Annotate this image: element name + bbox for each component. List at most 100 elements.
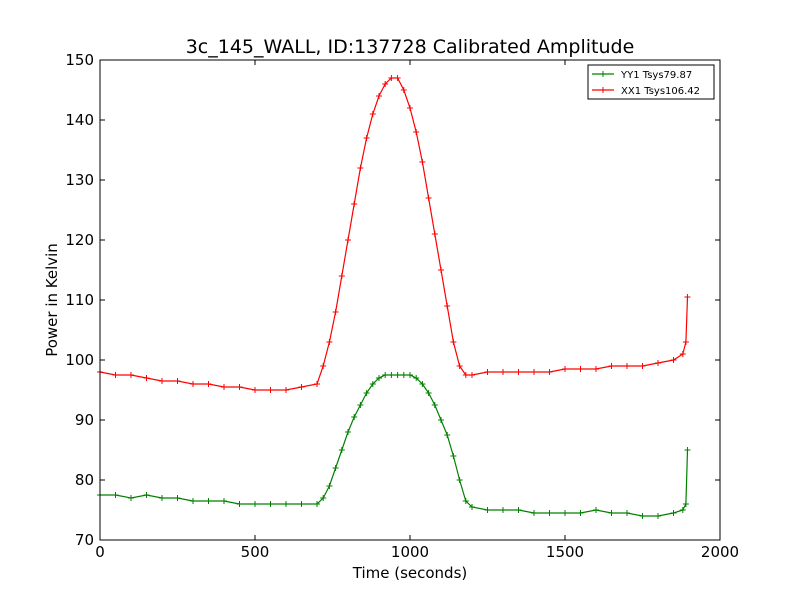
y-axis-label: Power in Kelvin	[43, 243, 61, 357]
series-0-point	[624, 510, 630, 516]
series-1-point	[283, 387, 289, 393]
series-1-point	[670, 357, 677, 363]
series-1-point	[624, 363, 630, 369]
series-0-point	[376, 375, 382, 381]
series-0-point	[639, 513, 646, 519]
y-tick-label: 90	[75, 411, 94, 429]
y-tick-label: 80	[75, 471, 94, 489]
series-1-point	[394, 75, 401, 81]
series-0-point	[221, 498, 227, 504]
series-0-point	[174, 495, 181, 501]
series-0-point	[450, 453, 457, 459]
plot-frame	[99, 59, 721, 541]
series-0-point	[298, 501, 305, 507]
legend: YY1 Tsys79.87 XX1 Tsys106.42	[587, 64, 715, 100]
legend-marker-0	[600, 71, 606, 77]
series-0-point	[394, 372, 401, 378]
series-0-point	[128, 495, 134, 501]
series-0-point	[670, 510, 677, 516]
series-1-point	[608, 363, 615, 369]
series-1-point	[174, 378, 181, 384]
series-0-point	[419, 381, 426, 387]
legend-box	[587, 64, 715, 100]
series-0-point	[484, 507, 491, 513]
legend-label-1: XX1 Tsys106.42	[621, 86, 700, 97]
y-tick-label: 100	[65, 351, 94, 369]
series-0-point	[252, 501, 258, 507]
series-0-point	[407, 372, 413, 378]
series-0-point	[283, 501, 289, 507]
series-line-1	[99, 77, 689, 391]
series-1-point	[332, 309, 339, 315]
series-0-point	[462, 498, 469, 504]
series-0-point	[159, 495, 165, 501]
series-0-point	[655, 513, 661, 519]
x-tick-label: 1000	[391, 543, 429, 561]
series-1-point	[376, 93, 382, 99]
y-tick-label: 120	[65, 231, 94, 249]
series-1-point	[546, 369, 553, 375]
series-0-point	[236, 501, 243, 507]
x-axis-label: Time (seconds)	[352, 564, 468, 582]
series-0-point	[112, 492, 119, 498]
legend-label-0: YY1 Tsys79.87	[620, 70, 692, 81]
series-1-point	[320, 363, 327, 369]
x-tick-label: 0	[95, 543, 105, 561]
series-0-point	[469, 504, 475, 510]
series-0-point	[577, 510, 584, 516]
series-1-point	[351, 201, 358, 207]
series-0-point	[332, 465, 339, 471]
series-0-point	[531, 510, 537, 516]
series-1-point	[450, 339, 457, 345]
series-1-point	[438, 267, 444, 273]
series-0-point	[320, 495, 327, 501]
series-0-point	[400, 372, 407, 378]
series-0-point	[431, 402, 438, 408]
series-0-point	[369, 381, 376, 387]
series-1-point	[369, 111, 376, 117]
series-1-point	[326, 339, 333, 345]
series-0-point	[267, 501, 274, 507]
series-1-point	[252, 387, 258, 393]
series-1-point	[400, 87, 407, 93]
series-0-point	[456, 477, 463, 483]
x-tick-label: 500	[241, 543, 270, 561]
series-line-0	[100, 374, 689, 517]
series-0-point	[444, 432, 451, 438]
series-1-point	[484, 369, 491, 375]
axis-ticks: 0 500 1000 1500 2000 70 80 90 100 110 120 130 140 150	[65, 51, 739, 561]
series-0-point	[546, 510, 553, 516]
series-0-point	[205, 498, 212, 504]
series-1-point	[345, 237, 351, 243]
series-1-point	[531, 369, 537, 375]
series-1-point	[363, 135, 370, 141]
series-0-point	[682, 501, 689, 507]
y-tick-label: 150	[65, 51, 94, 69]
series-0-point	[314, 501, 320, 507]
series-1-point	[500, 369, 506, 375]
series-1-point	[431, 231, 438, 237]
series-0-point	[684, 447, 691, 453]
series-1-point	[425, 195, 432, 201]
series-1-point	[655, 360, 661, 366]
series-1-point	[357, 165, 364, 171]
series-1-point	[143, 375, 150, 381]
series-1-point	[388, 75, 395, 81]
series-1-point	[515, 369, 522, 375]
series-1-point	[456, 363, 463, 369]
series-1-point	[338, 273, 345, 279]
series-0-point	[363, 390, 370, 396]
series-0-point	[190, 498, 196, 504]
y-tick-label: 130	[65, 171, 94, 189]
series-1-point	[444, 303, 451, 309]
series-1-point	[205, 381, 212, 387]
series-1-point	[267, 387, 274, 393]
chart-title: 3c_145_WALL, ID:137728 Calibrated Amplit…	[186, 36, 635, 58]
series-1-point	[682, 339, 689, 345]
series-1-point	[382, 81, 389, 87]
series-1-point	[469, 372, 475, 378]
series-1-point	[679, 351, 686, 357]
series-0-point	[351, 414, 358, 420]
series-0-point	[382, 372, 389, 378]
